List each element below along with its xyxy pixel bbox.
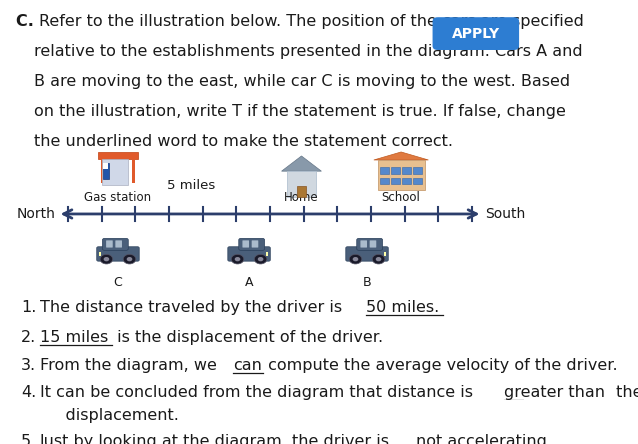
Text: on the illustration, write T if the statement is true. If false, change: on the illustration, write T if the stat… — [34, 104, 566, 119]
Text: The distance traveled by the driver is: The distance traveled by the driver is — [40, 300, 347, 315]
Text: A: A — [245, 276, 253, 289]
Circle shape — [127, 257, 132, 262]
Circle shape — [103, 257, 109, 262]
Text: From the diagram, we: From the diagram, we — [40, 358, 221, 373]
Text: 3.: 3. — [21, 358, 36, 373]
Text: 5.: 5. — [21, 434, 36, 444]
Text: displacement.: displacement. — [45, 408, 179, 423]
FancyBboxPatch shape — [133, 159, 135, 183]
FancyBboxPatch shape — [360, 240, 367, 248]
FancyBboxPatch shape — [228, 247, 271, 261]
Circle shape — [235, 257, 241, 262]
FancyBboxPatch shape — [346, 247, 389, 261]
FancyBboxPatch shape — [103, 163, 109, 179]
Text: South: South — [485, 207, 525, 221]
FancyBboxPatch shape — [106, 240, 113, 248]
Text: It can be concluded from the diagram that distance is: It can be concluded from the diagram tha… — [40, 385, 478, 400]
Text: B are moving to the east, while car C is moving to the west. Based: B are moving to the east, while car C is… — [34, 74, 570, 89]
Text: is the displacement of the driver.: is the displacement of the driver. — [112, 330, 383, 345]
Text: greater than: greater than — [505, 385, 605, 400]
Circle shape — [100, 254, 113, 264]
FancyBboxPatch shape — [383, 252, 386, 256]
Circle shape — [376, 257, 382, 262]
FancyBboxPatch shape — [265, 252, 268, 256]
FancyBboxPatch shape — [97, 247, 139, 261]
FancyBboxPatch shape — [239, 238, 265, 250]
Circle shape — [255, 254, 267, 264]
FancyBboxPatch shape — [378, 160, 425, 190]
FancyBboxPatch shape — [369, 240, 376, 248]
Polygon shape — [281, 156, 322, 171]
Text: APPLY: APPLY — [452, 27, 500, 40]
FancyBboxPatch shape — [242, 240, 249, 248]
FancyBboxPatch shape — [103, 238, 128, 250]
Circle shape — [258, 257, 263, 262]
Text: the: the — [611, 385, 638, 400]
Circle shape — [123, 254, 136, 264]
FancyBboxPatch shape — [391, 167, 400, 174]
FancyBboxPatch shape — [380, 178, 389, 184]
FancyBboxPatch shape — [403, 178, 411, 184]
Text: 15 miles: 15 miles — [40, 330, 108, 345]
FancyBboxPatch shape — [102, 159, 128, 185]
FancyBboxPatch shape — [357, 238, 383, 250]
FancyBboxPatch shape — [433, 17, 519, 50]
Text: compute the average velocity of the driver.: compute the average velocity of the driv… — [263, 358, 618, 373]
FancyBboxPatch shape — [101, 159, 103, 183]
Text: 1.: 1. — [21, 300, 36, 315]
Circle shape — [231, 254, 244, 264]
Circle shape — [349, 254, 362, 264]
FancyBboxPatch shape — [413, 178, 422, 184]
FancyBboxPatch shape — [297, 186, 306, 197]
FancyBboxPatch shape — [391, 178, 400, 184]
FancyBboxPatch shape — [98, 152, 138, 159]
FancyBboxPatch shape — [251, 240, 258, 248]
Circle shape — [372, 254, 385, 264]
Text: Just by looking at the diagram, the driver is: Just by looking at the diagram, the driv… — [40, 434, 395, 444]
Text: relative to the establishments presented in the diagram. Cars A and: relative to the establishments presented… — [34, 44, 582, 59]
Text: Home: Home — [284, 191, 319, 204]
FancyBboxPatch shape — [380, 167, 389, 174]
Text: School: School — [382, 191, 420, 204]
Text: C.: C. — [16, 14, 45, 29]
FancyBboxPatch shape — [115, 240, 122, 248]
Text: Refer to the illustration below. The position of the cars are specified: Refer to the illustration below. The pos… — [40, 14, 584, 29]
Text: can: can — [233, 358, 262, 373]
Circle shape — [353, 257, 359, 262]
Text: North: North — [16, 207, 55, 221]
Text: the underlined word to make the statement correct.: the underlined word to make the statemen… — [34, 134, 453, 149]
Text: C: C — [114, 276, 122, 289]
Text: 2.: 2. — [21, 330, 36, 345]
Text: 50 miles.: 50 miles. — [366, 300, 439, 315]
Text: Gas station: Gas station — [84, 191, 152, 204]
FancyBboxPatch shape — [99, 252, 101, 256]
FancyBboxPatch shape — [413, 167, 422, 174]
FancyBboxPatch shape — [403, 167, 411, 174]
Text: 4.: 4. — [21, 385, 36, 400]
FancyBboxPatch shape — [287, 171, 316, 197]
Polygon shape — [374, 152, 428, 160]
Text: B: B — [363, 276, 371, 289]
FancyBboxPatch shape — [103, 163, 108, 169]
Text: not accelerating.: not accelerating. — [417, 434, 553, 444]
Text: 5 miles: 5 miles — [167, 179, 216, 192]
